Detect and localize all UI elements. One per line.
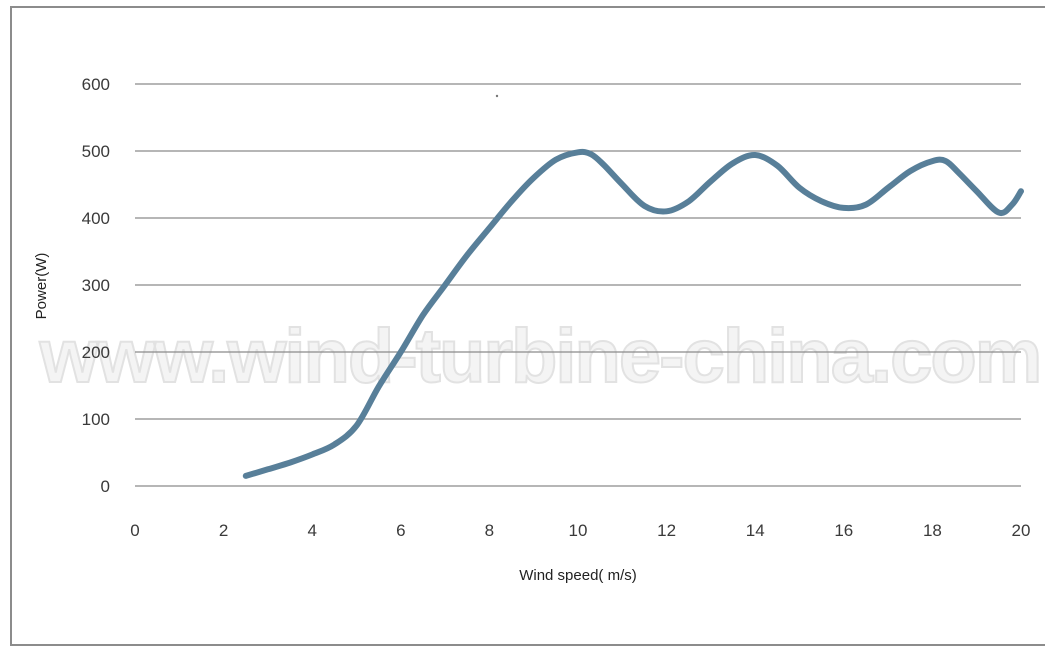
line-chart: www.wind-turbine-china.com 0100200300400… [0,0,1045,627]
x-axis-ticks: 0 2 4 6 8 10 12 14 16 18 20 [130,521,1030,540]
y-tick-label: 100 [82,410,110,429]
y-tick-label: 400 [82,209,110,228]
stray-dot [496,95,498,97]
x-axis-title: Wind speed( m/s) [519,567,637,584]
x-tick-label: 8 [485,521,494,540]
x-tick-label: 20 [1012,521,1031,540]
x-tick-label: 16 [834,521,853,540]
gridlines [135,84,1021,486]
x-tick-label: 14 [746,521,765,540]
y-axis-title: Power(W) [33,253,50,320]
y-tick-label: 300 [82,276,110,295]
y-tick-label: 500 [82,142,110,161]
x-tick-label: 18 [923,521,942,540]
x-tick-label: 4 [307,521,316,540]
y-tick-label: 200 [82,343,110,362]
watermark: www.wind-turbine-china.com [39,314,1041,399]
x-tick-label: 0 [130,521,139,540]
y-axis-ticks: 0 100 200 300 400 500 600 [82,75,110,496]
x-tick-label: 6 [396,521,405,540]
x-tick-label: 10 [569,521,588,540]
y-tick-label: 0 [101,477,110,496]
x-tick-label: 12 [657,521,676,540]
y-tick-label: 600 [82,75,110,94]
x-tick-label: 2 [219,521,228,540]
